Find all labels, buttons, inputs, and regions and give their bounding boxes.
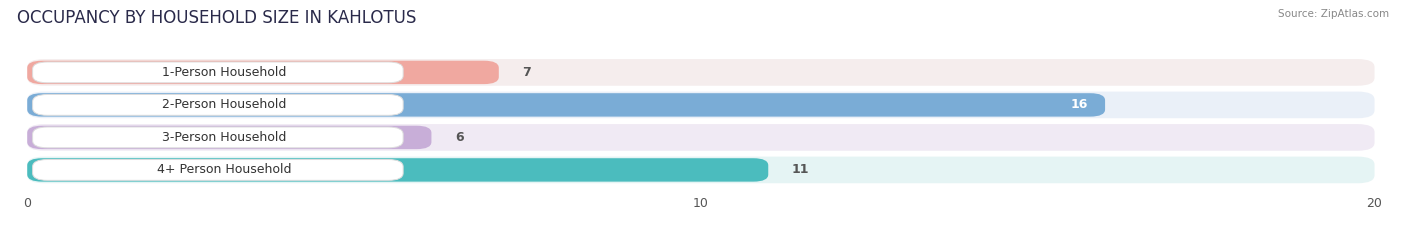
FancyBboxPatch shape	[27, 92, 1375, 118]
Text: 2-Person Household: 2-Person Household	[163, 98, 287, 111]
Text: 1-Person Household: 1-Person Household	[163, 66, 287, 79]
FancyBboxPatch shape	[32, 62, 404, 83]
Text: 7: 7	[523, 66, 531, 79]
Text: 16: 16	[1071, 98, 1088, 111]
FancyBboxPatch shape	[27, 93, 1105, 116]
FancyBboxPatch shape	[32, 127, 404, 148]
Text: 4+ Person Household: 4+ Person Household	[157, 163, 292, 176]
Text: 11: 11	[792, 163, 810, 176]
Text: 3-Person Household: 3-Person Household	[163, 131, 287, 144]
FancyBboxPatch shape	[27, 157, 1375, 183]
FancyBboxPatch shape	[27, 61, 499, 84]
Text: 6: 6	[456, 131, 464, 144]
FancyBboxPatch shape	[27, 124, 1375, 151]
FancyBboxPatch shape	[27, 59, 1375, 86]
Text: OCCUPANCY BY HOUSEHOLD SIZE IN KAHLOTUS: OCCUPANCY BY HOUSEHOLD SIZE IN KAHLOTUS	[17, 9, 416, 27]
FancyBboxPatch shape	[32, 95, 404, 115]
FancyBboxPatch shape	[27, 126, 432, 149]
FancyBboxPatch shape	[32, 160, 404, 180]
Text: Source: ZipAtlas.com: Source: ZipAtlas.com	[1278, 9, 1389, 19]
FancyBboxPatch shape	[27, 158, 768, 182]
